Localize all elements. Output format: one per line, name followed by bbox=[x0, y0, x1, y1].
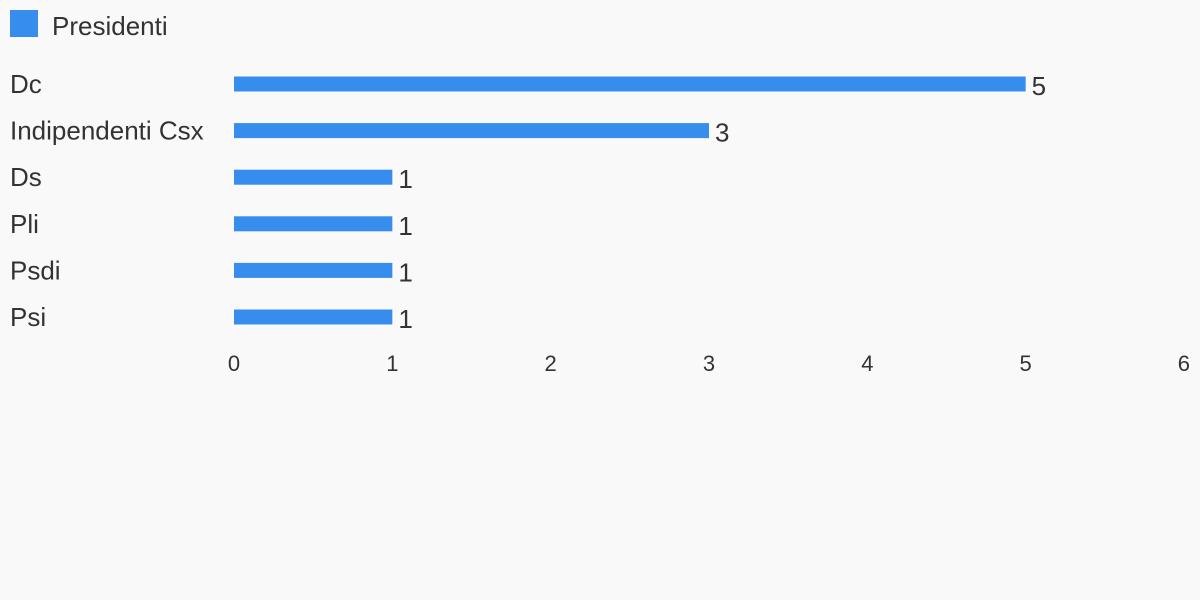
x-tick-label: 5 bbox=[1020, 351, 1032, 376]
x-tick-label: 4 bbox=[861, 351, 873, 376]
x-tick-label: 3 bbox=[703, 351, 715, 376]
category-label: Psdi bbox=[10, 255, 61, 285]
bar[interactable] bbox=[234, 216, 393, 232]
bar[interactable] bbox=[234, 76, 1026, 92]
bar[interactable] bbox=[234, 169, 393, 185]
bar[interactable] bbox=[234, 123, 709, 139]
data-label: 1 bbox=[398, 304, 412, 334]
bar[interactable] bbox=[234, 262, 393, 278]
data-label: 5 bbox=[1032, 71, 1046, 101]
x-tick-label: 2 bbox=[545, 351, 557, 376]
value-labels: 5 3 1 1 1 1 bbox=[398, 71, 1046, 334]
data-label: 1 bbox=[398, 211, 412, 241]
category-label: Ds bbox=[10, 162, 42, 192]
x-tick-label: 0 bbox=[228, 351, 240, 376]
data-label: 1 bbox=[398, 164, 412, 194]
category-label: Psi bbox=[10, 302, 46, 332]
bar[interactable] bbox=[234, 309, 393, 325]
data-label: 1 bbox=[398, 257, 412, 287]
x-axis-ticks: 0 1 2 3 4 5 6 bbox=[228, 351, 1190, 376]
category-label: Indipendenti Csx bbox=[10, 116, 204, 146]
legend-label: Presidenti bbox=[52, 11, 168, 41]
category-label: Pli bbox=[10, 209, 39, 239]
legend[interactable]: Presidenti bbox=[10, 10, 168, 41]
x-tick-label: 6 bbox=[1178, 351, 1190, 376]
x-tick-label: 1 bbox=[386, 351, 398, 376]
legend-swatch bbox=[10, 10, 38, 37]
category-label: Dc bbox=[10, 69, 42, 99]
category-labels: Dc Indipendenti Csx Ds Pli Psdi Psi bbox=[10, 69, 204, 332]
data-label: 3 bbox=[715, 118, 729, 148]
bars bbox=[234, 76, 1026, 325]
